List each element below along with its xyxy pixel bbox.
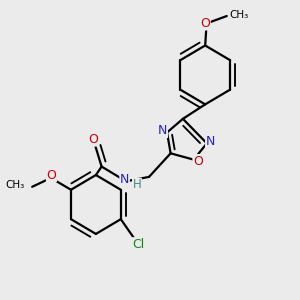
Text: CH₃: CH₃ [230, 10, 249, 20]
Text: H: H [133, 178, 141, 191]
Text: O: O [88, 133, 98, 146]
Text: CH₃: CH₃ [6, 180, 25, 190]
Text: O: O [193, 154, 203, 168]
Text: N: N [206, 135, 215, 148]
Text: O: O [200, 17, 210, 30]
Text: Cl: Cl [133, 238, 145, 251]
Text: N: N [158, 124, 167, 137]
Text: O: O [46, 169, 56, 182]
Text: N: N [120, 173, 129, 186]
